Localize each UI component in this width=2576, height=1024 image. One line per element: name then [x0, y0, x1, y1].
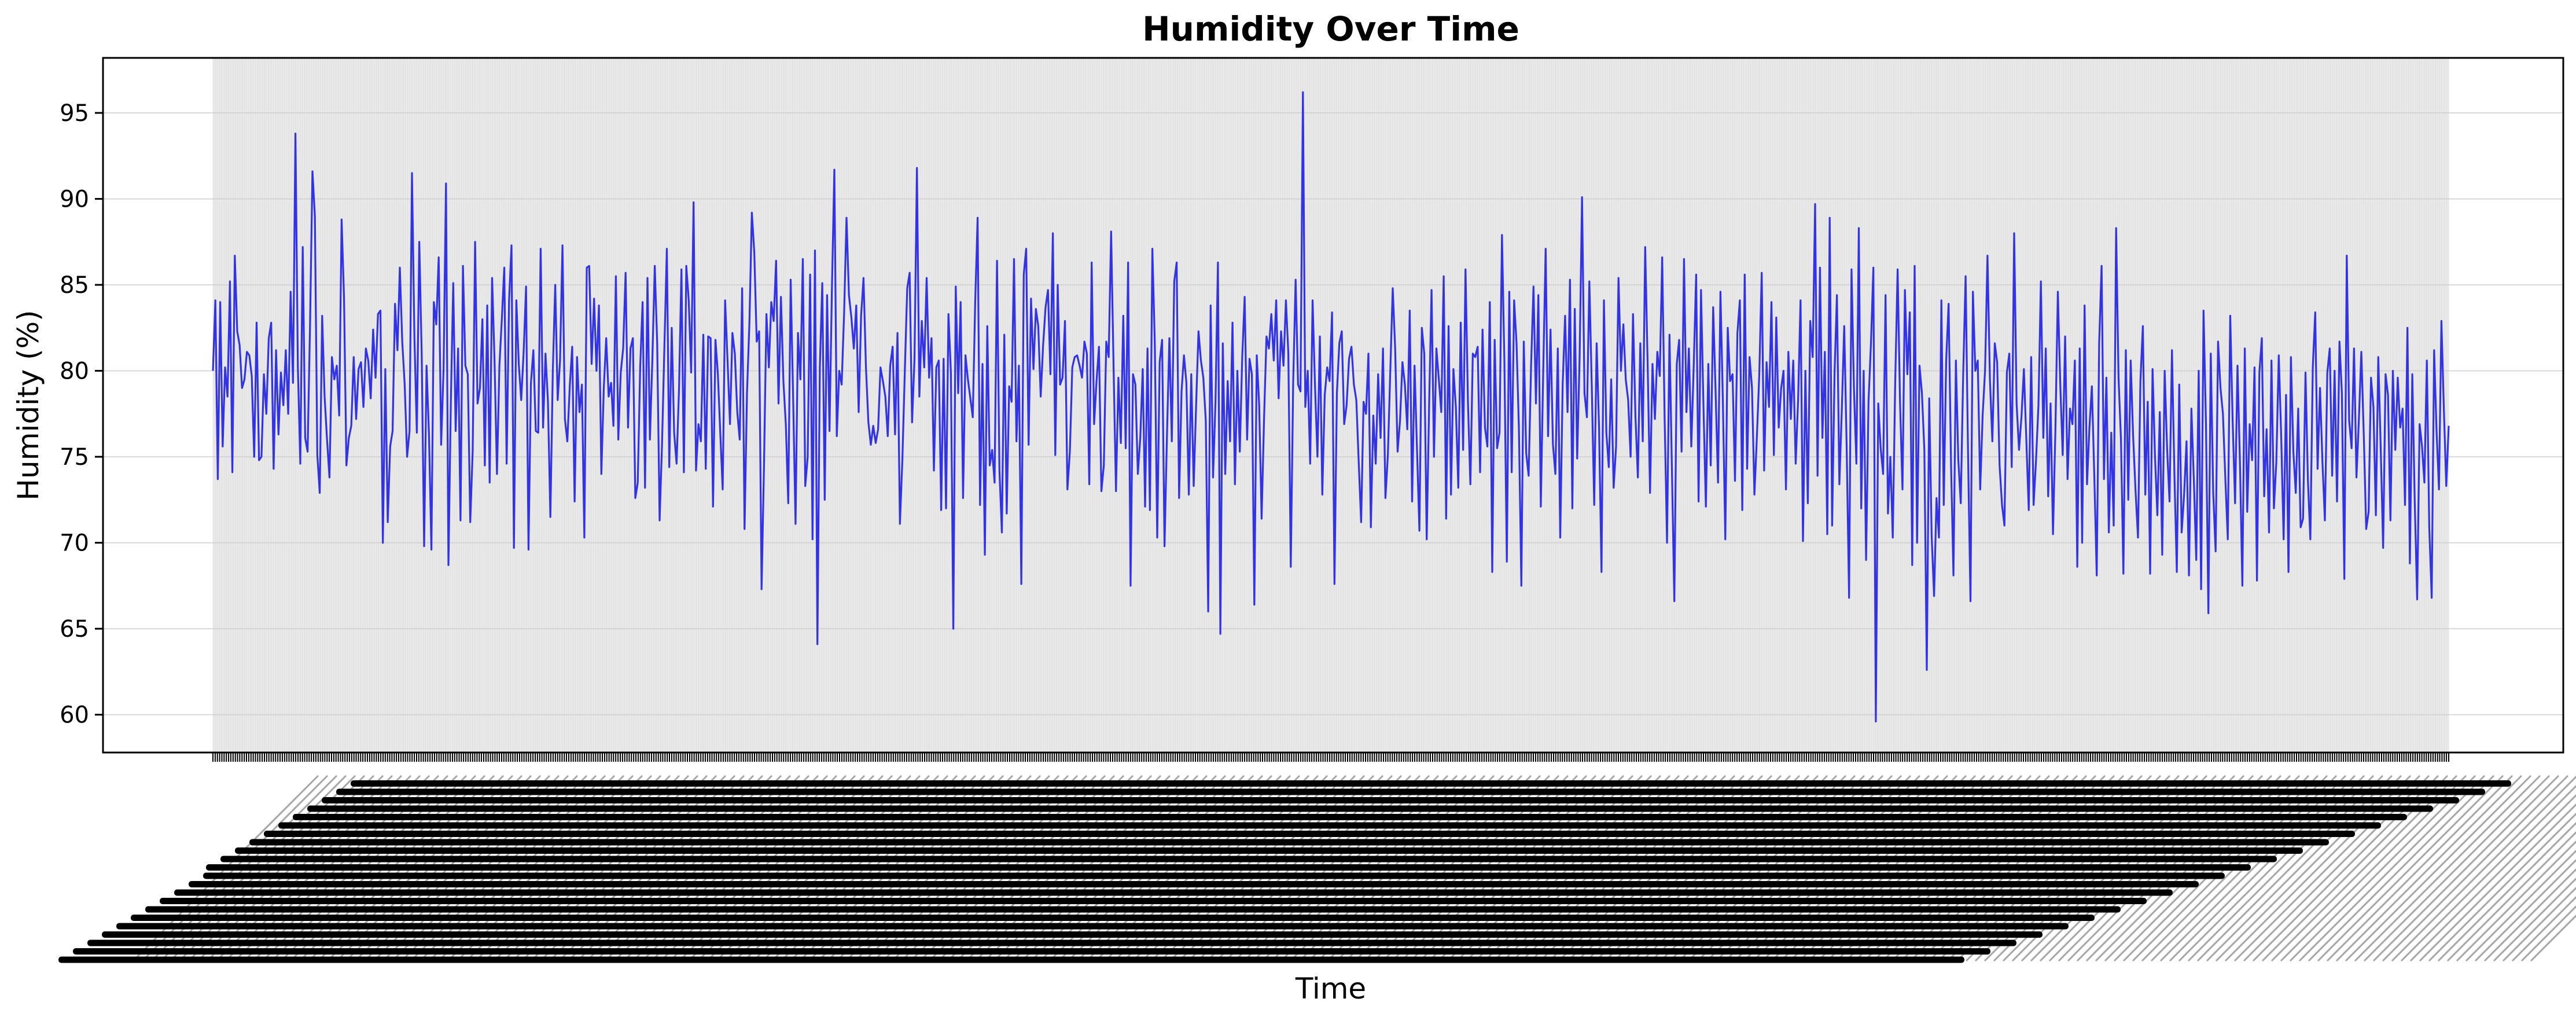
x-tick-label-row [58, 956, 1964, 963]
x-tick-label-row [160, 898, 2147, 904]
x-tick-label-row [73, 948, 1990, 955]
axes-frame [102, 57, 2564, 754]
x-tick-label-row [307, 805, 2433, 812]
x-tick-label-band [58, 775, 2576, 963]
x-tick-label-row [322, 797, 2459, 803]
x-axis-label: Time [1295, 972, 1366, 1005]
y-tick-label: 90 [60, 186, 89, 213]
x-tick-label-row [264, 831, 2355, 837]
chart-title: Humidity Over Time [1142, 9, 1519, 49]
x-tick-label-row [220, 856, 2277, 862]
x-tick-label-row [145, 906, 2121, 913]
y-tick-label: 65 [60, 616, 89, 643]
y-tick-label: 80 [60, 358, 89, 385]
humidity-series-line [212, 91, 2450, 723]
x-tick-label-row [235, 847, 2303, 854]
plot-area: 60 65 70 75 80 85 90 95 [58, 57, 2576, 963]
x-tick-label-row [249, 839, 2329, 846]
x-tick-label-row [203, 872, 2225, 879]
y-axis-label: Humidity (%) [12, 310, 45, 500]
y-tick-label: 95 [60, 100, 89, 127]
x-tick-label-row [206, 864, 2251, 871]
x-tick-label-row [336, 788, 2485, 795]
x-tick-label-row [174, 889, 2173, 896]
y-tick-label: 75 [60, 444, 89, 471]
x-ticks [212, 753, 2449, 762]
y-tick-label: 70 [60, 530, 89, 557]
x-tick-label-row [87, 939, 2016, 946]
y-tick-label: 60 [60, 702, 89, 729]
x-tick-label-row [278, 822, 2381, 829]
x-tick-label-row [131, 915, 2095, 921]
x-tick-label-row [189, 881, 2199, 887]
x-tick-label-row [293, 814, 2407, 820]
x-tick-label-row [102, 931, 2043, 938]
y-tick-label: 85 [60, 272, 89, 299]
x-tick-label-row [351, 780, 2511, 787]
x-tick-label-row [116, 923, 2069, 930]
x-tick-label-slants [132, 775, 2576, 962]
